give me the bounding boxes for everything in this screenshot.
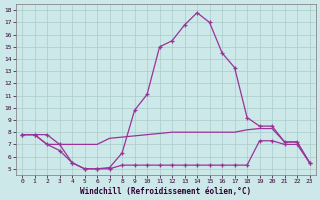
X-axis label: Windchill (Refroidissement éolien,°C): Windchill (Refroidissement éolien,°C): [80, 187, 252, 196]
